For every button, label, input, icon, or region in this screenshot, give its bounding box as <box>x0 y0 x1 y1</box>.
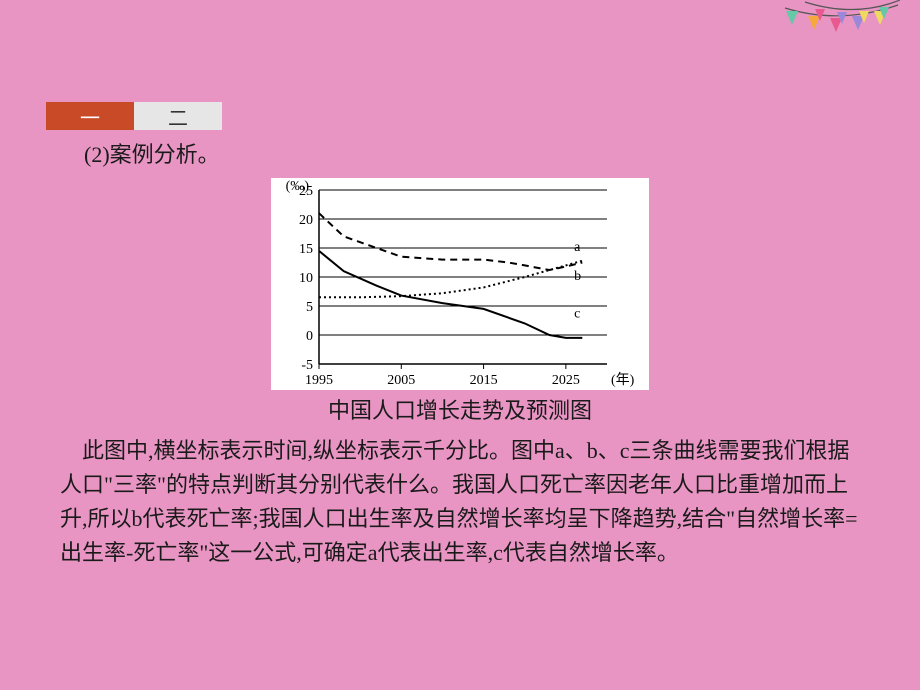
content-area: (2)案例分析。 -505101520251995200520152025(年)… <box>60 138 860 571</box>
chart-caption: 中国人口增长走势及预测图 <box>60 394 860 428</box>
svg-text:(年): (年) <box>611 372 635 388</box>
svg-text:2005: 2005 <box>387 373 415 388</box>
svg-text:1995: 1995 <box>305 373 333 388</box>
svg-text:10: 10 <box>299 271 313 286</box>
bunting-decoration <box>780 0 900 60</box>
tab-two[interactable]: 二 <box>134 102 222 130</box>
svg-text:a: a <box>574 240 581 255</box>
population-chart: -505101520251995200520152025(年)(‰)abc <box>271 178 649 390</box>
svg-text:c: c <box>574 307 580 322</box>
tab-one[interactable]: 一 <box>46 102 134 130</box>
svg-text:2015: 2015 <box>470 373 498 388</box>
chart-container: -505101520251995200520152025(年)(‰)abc <box>60 178 860 390</box>
svg-text:0: 0 <box>306 329 313 344</box>
body-text: 此图中,横坐标表示时间,纵坐标表示千分比。图中a、b、c三条曲线需要我们根据人口… <box>60 434 860 570</box>
svg-text:b: b <box>574 269 581 284</box>
svg-text:15: 15 <box>299 242 313 257</box>
svg-text:20: 20 <box>299 213 313 228</box>
svg-text:2025: 2025 <box>552 373 580 388</box>
case-label: (2)案例分析。 <box>84 138 860 172</box>
svg-text:5: 5 <box>306 300 313 315</box>
svg-text:(‰): (‰) <box>286 179 310 194</box>
tab-bar: 一 二 <box>46 102 222 130</box>
svg-text:-5: -5 <box>301 358 313 373</box>
